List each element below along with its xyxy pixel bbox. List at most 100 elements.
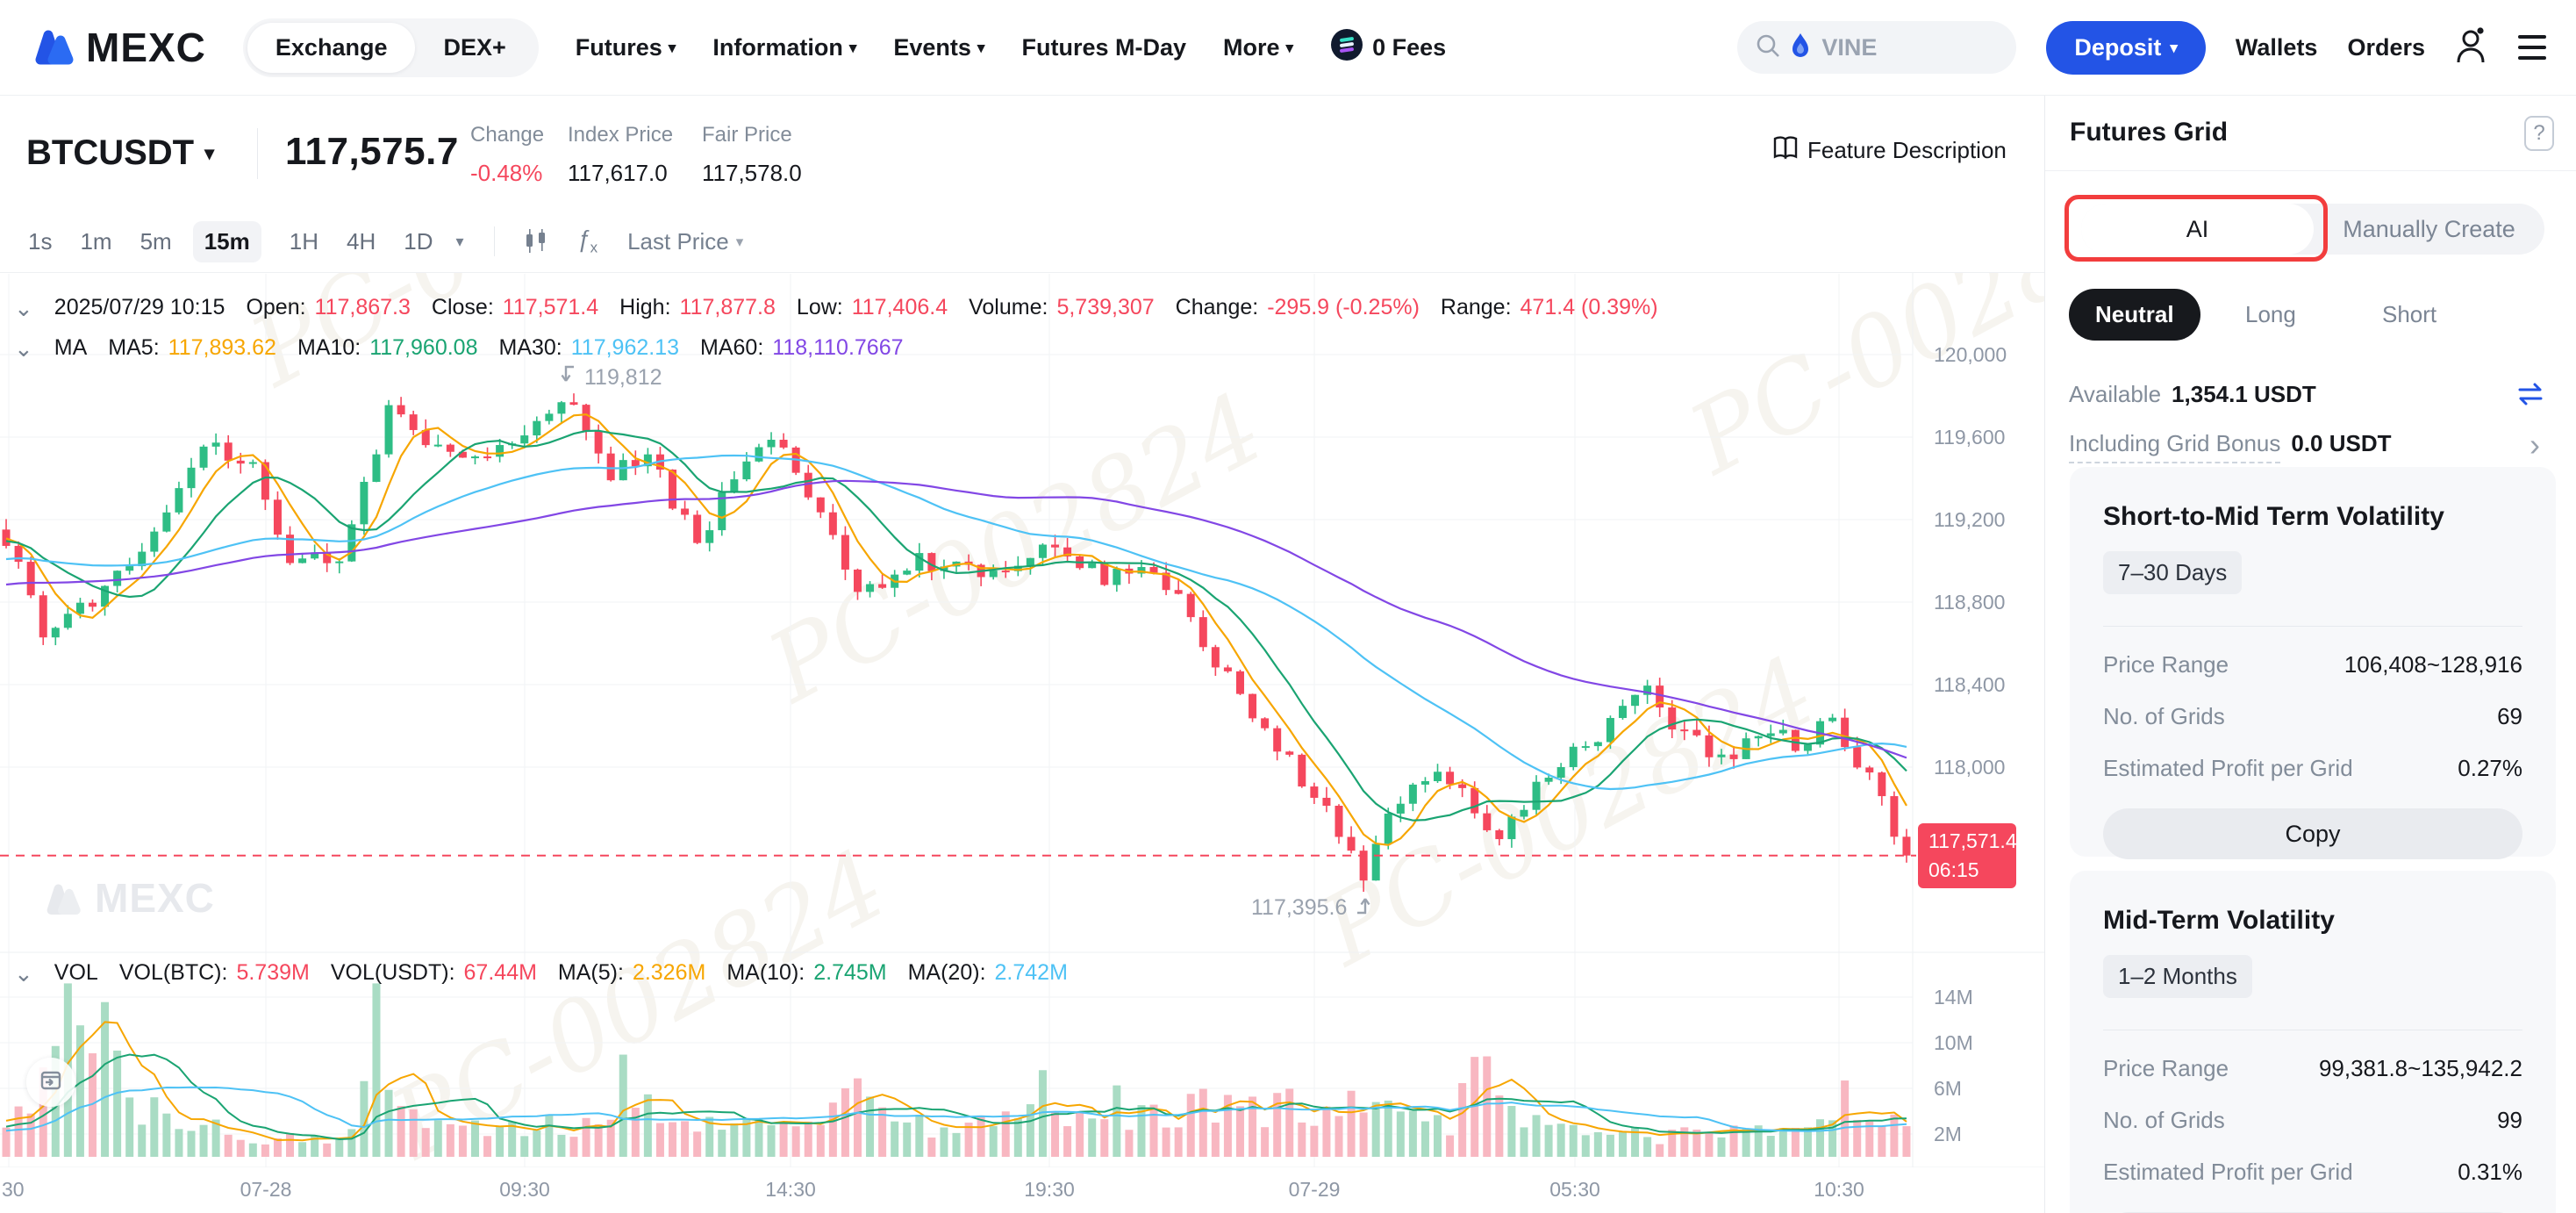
- price-mode-selector[interactable]: Last Price ▾: [627, 227, 744, 255]
- mexc-logo-icon: [26, 23, 77, 73]
- duration-badge: 1–2 Months: [2103, 955, 2252, 998]
- session-low-annotation: 117,395.6: [1251, 894, 1371, 922]
- card-row: Estimated Profit per Grid 0.31%: [2103, 1159, 2522, 1185]
- create-mode-tabs: AI Manually Create: [2081, 204, 2544, 255]
- nav-menu-more[interactable]: More ▾: [1223, 33, 1294, 61]
- caret-down-icon: ▾: [848, 39, 857, 56]
- collapse-icon[interactable]: ⌄: [14, 959, 33, 987]
- price-axis-tick: 118,000: [1934, 756, 2006, 779]
- menu-icon[interactable]: [2518, 35, 2546, 60]
- arrow-up-icon: [1354, 894, 1371, 922]
- symbol-selector[interactable]: BTCUSDT ▾: [26, 133, 215, 172]
- futures-grid-panel: Futures Grid ? AI Manually Create Neutra…: [2044, 95, 2576, 1213]
- chevron-right-icon[interactable]: ›: [2529, 427, 2540, 463]
- tab-manually-create[interactable]: Manually Create: [2343, 215, 2515, 242]
- nav-menu-futures-mday[interactable]: Futures M-Day: [1021, 33, 1186, 61]
- timeframe-15m[interactable]: 15m: [192, 220, 261, 262]
- tab-exchange[interactable]: Exchange: [247, 22, 416, 73]
- transfer-icon[interactable]: [2516, 381, 2544, 412]
- timeframe-1h[interactable]: 1H: [289, 227, 319, 255]
- nav-wallets[interactable]: Wallets: [2235, 33, 2318, 61]
- card-row: Price Range 106,408~128,916: [2103, 651, 2522, 678]
- price-axis-tick: 119,200: [1934, 508, 2006, 531]
- stat-index-price: Index Price 117,617.0: [568, 123, 674, 186]
- grid-bonus-row: Including Grid Bonus 0.0 USDT: [2069, 430, 2392, 463]
- time-axis-tick: 10:30: [1814, 1178, 1864, 1201]
- mexc-logo-text: MEXC: [86, 25, 206, 70]
- timeframe-5m[interactable]: 5m: [140, 227, 172, 255]
- panel-title: Futures Grid: [2070, 118, 2229, 147]
- caret-down-icon: ▾: [977, 39, 985, 56]
- search-input[interactable]: [1820, 32, 1973, 62]
- indicators-fx-icon[interactable]: ƒx: [576, 226, 598, 256]
- tab-dex[interactable]: DEX+: [443, 33, 506, 61]
- last-price-tag: 117,571.4 06:15: [1918, 823, 2017, 888]
- mexc-logo[interactable]: MEXC: [26, 23, 206, 73]
- card-row: Estimated Profit per Grid 0.27%: [2103, 755, 2522, 781]
- zero-fees-promo[interactable]: 0 Fees: [1330, 28, 1446, 68]
- help-icon[interactable]: ?: [2524, 116, 2554, 151]
- user-profile-icon[interactable]: [2455, 26, 2488, 68]
- timeframe-4h[interactable]: 4H: [347, 227, 376, 255]
- time-axis[interactable]: 30 07-28 09:30 14:30 19:30 07-29 05:30 1…: [0, 1167, 2044, 1213]
- card-row: No. of Grids 69: [2103, 703, 2522, 729]
- strategy-card-short-to-mid: Short-to-Mid Term Volatility 7–30 Days P…: [2070, 467, 2556, 859]
- available-row: Available 1,354.1 USDT: [2069, 381, 2316, 407]
- nav-menu-information[interactable]: Information ▾: [712, 33, 857, 61]
- price-axis-tick: 118,400: [1934, 673, 2006, 696]
- timeframe-1d[interactable]: 1D: [404, 227, 433, 255]
- replay-icon: [38, 1067, 64, 1098]
- strategy-card-mid-term: Mid-Term Volatility 1–2 Months Price Ran…: [2070, 871, 2556, 1213]
- collapse-icon[interactable]: ⌄: [14, 294, 33, 321]
- caret-down-icon: ▾: [668, 39, 676, 56]
- search-icon: [1755, 32, 1781, 63]
- chart-toolbar: 1s 1m 5m 15m 1H 4H 1D ▾ ƒx Last Price ▾: [0, 211, 2044, 273]
- divider: [257, 128, 258, 179]
- volume-legend: ⌄ VOL VOL(BTC): 5.739M VOL(USDT): 67.44M M…: [14, 959, 1068, 987]
- coin-icon: [1330, 28, 1363, 68]
- ma-legend: ⌄ MA MA5: 117,893.62 MA10: 117,960.08 MA30…: [14, 334, 904, 362]
- card-row: Price Range 99,381.8~135,942.2: [2103, 1055, 2522, 1081]
- book-icon: [1772, 135, 1799, 166]
- symbol-bar: BTCUSDT ▾ 117,575.7 Change -0.48% Index …: [0, 95, 2044, 212]
- top-nav: MEXC Exchange DEX+ Futures ▾ Information ▾…: [0, 0, 2576, 96]
- caret-down-icon: ▾: [204, 141, 215, 164]
- time-axis-tick: 07-29: [1288, 1178, 1341, 1201]
- chart-watermark: MEXC: [39, 874, 215, 922]
- divider: [2103, 626, 2522, 627]
- timeframe-1s[interactable]: 1s: [28, 227, 53, 255]
- card-title: Mid-Term Volatility: [2103, 906, 2335, 935]
- deposit-button[interactable]: Deposit ▾: [2046, 20, 2206, 75]
- time-axis-tick: 30: [2, 1178, 25, 1201]
- nav-orders[interactable]: Orders: [2347, 33, 2425, 61]
- grid-bonus-label[interactable]: Including Grid Bonus: [2069, 430, 2281, 463]
- price-axis-tick: 120,000: [1934, 343, 2007, 366]
- session-high-annotation: 119,812: [560, 363, 662, 392]
- nav-menu-events[interactable]: Events ▾: [893, 33, 985, 61]
- chart-replay-button[interactable]: [26, 1058, 75, 1107]
- feature-description-link[interactable]: Feature Description: [1772, 135, 2007, 166]
- card-row: No. of Grids 99: [2103, 1107, 2522, 1133]
- time-axis-tick: 14:30: [765, 1178, 816, 1201]
- caret-down-icon: ▾: [1285, 39, 1294, 56]
- mode-short[interactable]: Short: [2382, 301, 2437, 327]
- timeframe-1m[interactable]: 1m: [80, 227, 112, 255]
- arrow-down-icon: [560, 363, 577, 392]
- copy-button[interactable]: Copy: [2103, 808, 2522, 859]
- volume-axis-tick: 10M: [1934, 1031, 1973, 1054]
- chart-canvas[interactable]: [0, 272, 2044, 1213]
- mode-neutral[interactable]: Neutral: [2069, 289, 2200, 341]
- time-axis-tick: 07-28: [240, 1178, 292, 1201]
- tab-ai[interactable]: AI: [2081, 204, 2314, 255]
- chart-style-icon[interactable]: [523, 227, 549, 255]
- flame-icon: [1790, 32, 1811, 63]
- nav-menu-futures[interactable]: Futures ▾: [575, 33, 676, 61]
- search-box[interactable]: [1737, 21, 2017, 74]
- stat-fair-price: Fair Price 117,578.0: [702, 123, 802, 186]
- more-timeframes-caret-icon[interactable]: ▾: [455, 232, 464, 250]
- volume-axis-tick: 14M: [1934, 986, 1973, 1008]
- time-axis-tick: 09:30: [499, 1178, 550, 1201]
- mode-long[interactable]: Long: [2245, 301, 2296, 327]
- collapse-icon[interactable]: ⌄: [14, 334, 33, 362]
- ohlc-legend: ⌄ 2025/07/29 10:15 Open: 117,867.3 Close:…: [14, 294, 1658, 321]
